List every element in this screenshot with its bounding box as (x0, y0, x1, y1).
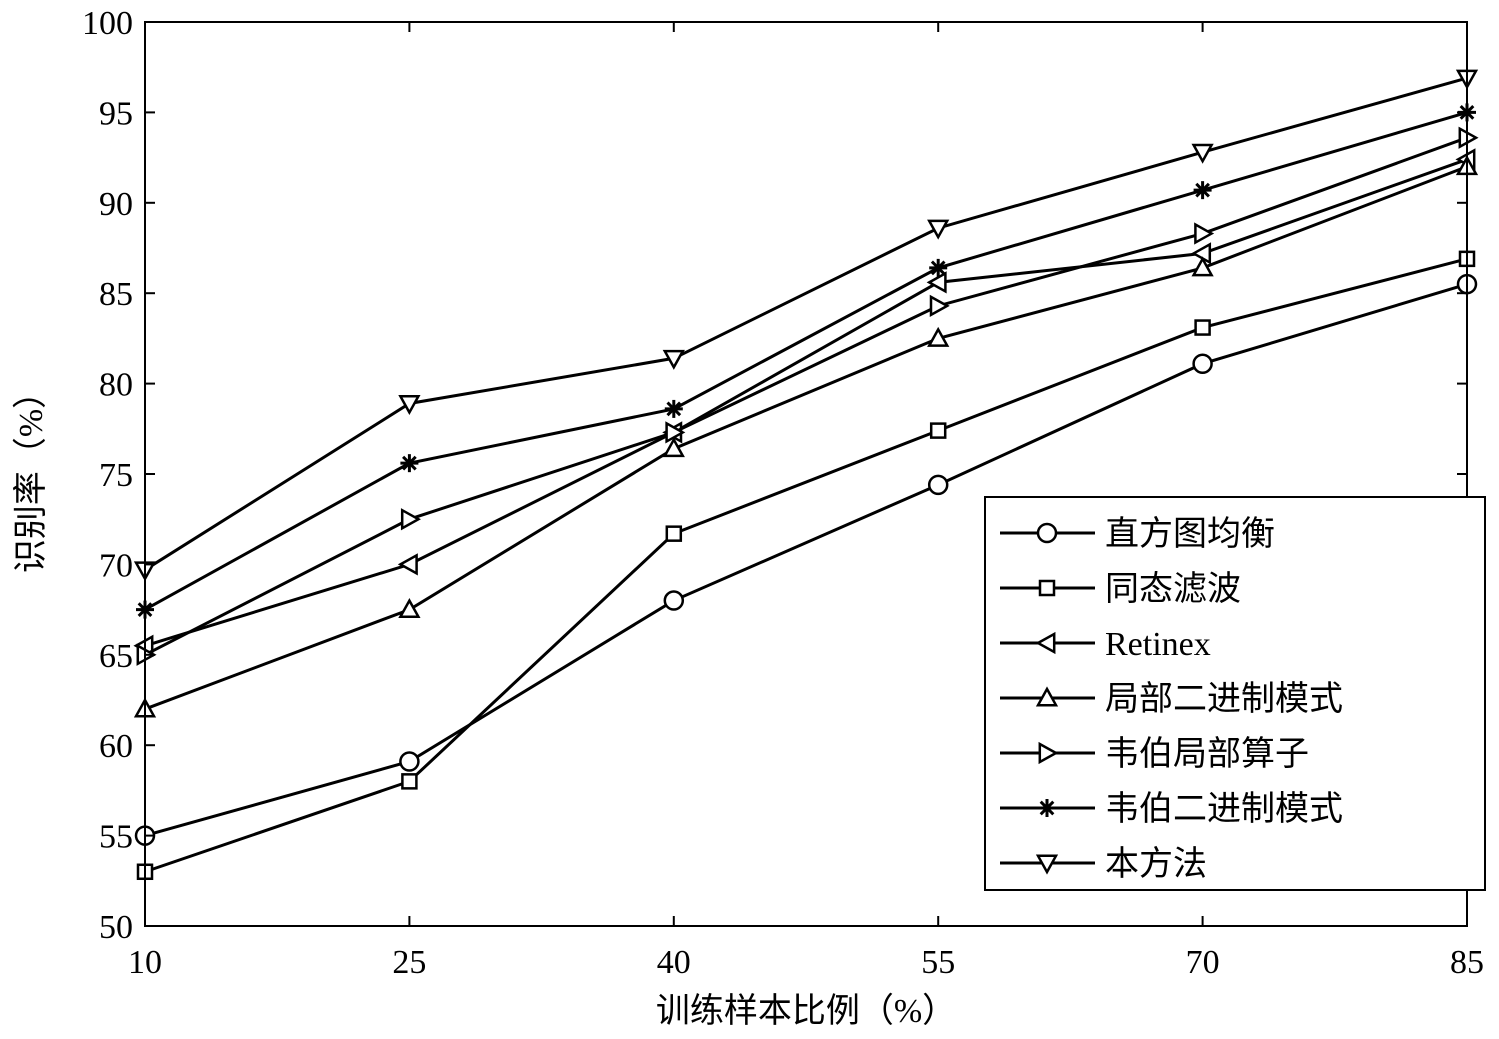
y-tick-label: 90 (99, 186, 133, 223)
x-tick-label: 40 (657, 944, 691, 981)
data-point-triangle-right (400, 508, 421, 531)
y-tick-label: 60 (99, 728, 133, 765)
y-tick-label: 50 (99, 909, 133, 946)
x-tick-label: 25 (392, 944, 426, 981)
series-line (144, 157, 1468, 648)
legend-marker-triangle-right (1038, 741, 1059, 765)
y-tick-label: 85 (99, 276, 133, 313)
legend-marker-square (1038, 579, 1056, 597)
data-point-triangle-down (398, 395, 421, 416)
legend-marker-triangle-down (1035, 854, 1059, 875)
legend-label: 本方法 (1105, 845, 1207, 883)
legend-marker-triangle-up (1035, 686, 1059, 707)
y-tick-label: 95 (99, 95, 133, 132)
series-0 (134, 273, 1478, 846)
series-line (144, 136, 1468, 657)
y-tick-label: 55 (99, 819, 133, 856)
legend-item: 本方法 (1000, 845, 1207, 883)
y-axis-label: 识别率（%） (12, 375, 50, 573)
x-tick-label: 85 (1450, 944, 1484, 981)
data-point-triangle-left (397, 553, 418, 576)
legend-label: 同态滤波 (1105, 570, 1241, 608)
data-point-star (1193, 181, 1212, 200)
legend-label: 韦伯局部算子 (1105, 735, 1309, 773)
data-point-triangle-right (929, 294, 950, 317)
data-point-star (400, 454, 419, 473)
y-tick-label: 70 (99, 547, 133, 584)
x-axis-label: 训练样本比例（%） (656, 992, 956, 1030)
series-line (144, 76, 1468, 572)
legend-marker-circle (1036, 522, 1058, 544)
data-point-triangle-up (662, 437, 685, 458)
legend-item: 同态滤波 (1000, 570, 1241, 608)
data-point-square (929, 422, 947, 439)
legend-label: 韦伯二进制模式 (1105, 790, 1343, 828)
legend-marker-triangle-left (1035, 631, 1056, 655)
y-tick-label: 65 (99, 638, 133, 675)
data-point-triangle-down (927, 219, 950, 240)
x-tick-label: 10 (128, 944, 162, 981)
y-tick-label: 80 (99, 367, 133, 404)
data-point-star (929, 258, 948, 277)
data-point-circle (927, 474, 949, 496)
series-line (144, 165, 1468, 711)
data-point-square (401, 773, 418, 790)
legend-item: 局部二进制模式 (1000, 680, 1343, 718)
data-point-star (664, 399, 683, 418)
y-tick-label: 75 (99, 457, 133, 494)
data-point-circle (399, 751, 420, 772)
data-point-triangle-right (665, 421, 686, 444)
legend-item: 直方图均衡 (1000, 515, 1275, 553)
data-point-triangle-up (1191, 256, 1214, 277)
data-point-triangle-right (1194, 222, 1215, 245)
legend-item: 韦伯局部算子 (1000, 735, 1309, 773)
data-point-circle (663, 590, 685, 611)
data-point-square (665, 525, 683, 542)
legend-box (984, 496, 1486, 891)
axis-ticks: 10 25 40 55 70 85 50 55 60 65 70 75 80 85 90 95 100 (82, 5, 1484, 981)
series-line (144, 257, 1468, 874)
legend-marker-star (1038, 799, 1056, 817)
legend-item: Retinex (1000, 626, 1211, 663)
data-point-triangle-left (926, 271, 947, 294)
legend-label: 直方图均衡 (1105, 515, 1275, 553)
series-line (144, 282, 1468, 838)
legend-label: 局部二进制模式 (1105, 680, 1343, 718)
data-point-triangle-down (662, 349, 685, 370)
data-point-circle (1192, 353, 1213, 374)
legend-label: Retinex (1105, 626, 1211, 663)
data-point-triangle-down (1191, 143, 1214, 164)
legend-item: 韦伯二进制模式 (1000, 790, 1343, 828)
x-tick-label: 55 (921, 944, 955, 981)
x-tick-label: 70 (1186, 944, 1220, 981)
data-point-triangle-left (1191, 242, 1212, 265)
y-tick-label: 100 (82, 5, 133, 42)
data-point-triangle-up (927, 326, 950, 347)
data-point-triangle-up (398, 598, 421, 619)
data-point-square (1194, 319, 1211, 336)
series-line (144, 110, 1468, 611)
